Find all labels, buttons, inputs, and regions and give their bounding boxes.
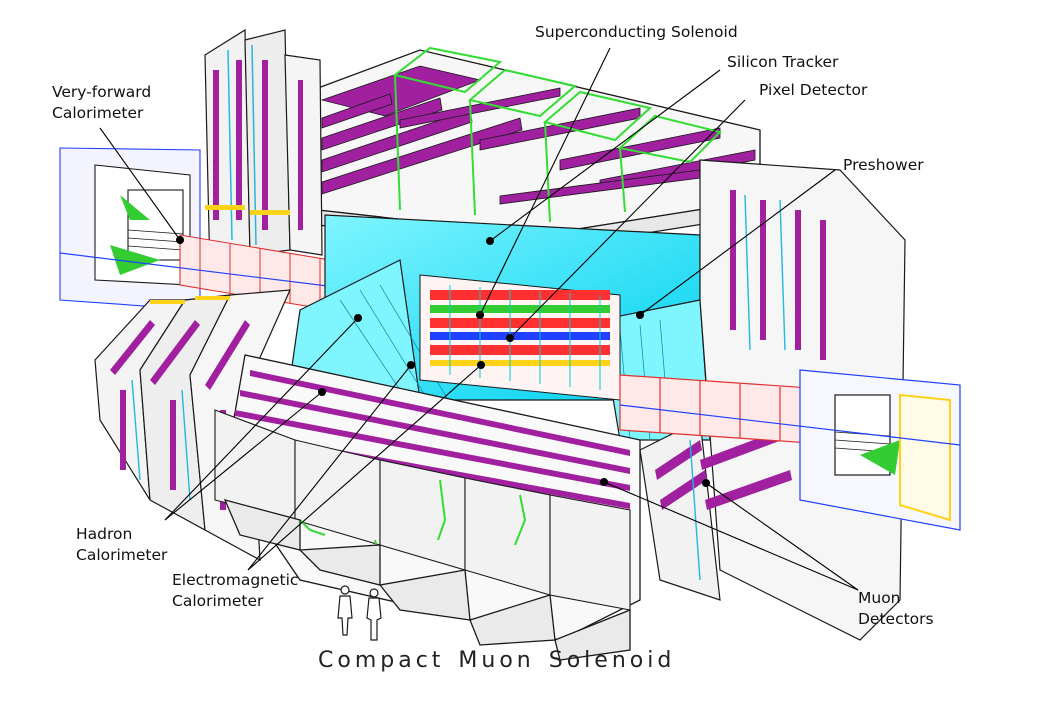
label-line: Calorimeter: [76, 546, 168, 564]
label-muon-detectors: Muon Detectors: [858, 588, 934, 630]
tracker: [419, 274, 621, 401]
diagram-title: Compact Muon Solenoid: [318, 648, 675, 673]
label-electromagnetic-calorimeter: Electromagnetic Calorimeter: [172, 570, 298, 612]
label-line: Detectors: [858, 610, 934, 628]
left-forward-calorimeter: [59, 147, 361, 316]
title-word: Compact: [318, 648, 445, 673]
label-hadron-calorimeter: Hadron Calorimeter: [76, 524, 167, 566]
label-very-forward-calorimeter: Very-forward Calorimeter: [52, 82, 151, 124]
label-line: Calorimeter: [172, 592, 264, 610]
upper-barrel-yoke: [317, 46, 761, 251]
scale-figures-icon: [337, 585, 382, 641]
left-endcap-disks: [204, 28, 323, 277]
label-line: Calorimeter: [52, 104, 144, 122]
title-word: Muon: [458, 648, 535, 673]
label-superconducting-solenoid: Superconducting Solenoid: [535, 23, 738, 41]
title-word: Solenoid: [548, 648, 676, 673]
label-line: Electromagnetic: [172, 571, 299, 589]
label-preshower: Preshower: [843, 156, 924, 174]
label-pixel-detector: Pixel Detector: [759, 81, 868, 99]
label-line: Very-forward: [52, 83, 152, 101]
label-line: Hadron: [76, 525, 133, 543]
lower-barrel-yoke: [214, 354, 641, 661]
leader-lines: [99, 47, 859, 591]
label-line: Muon: [858, 589, 901, 607]
label-silicon-tracker: Silicon Tracker: [727, 53, 839, 71]
right-endcap: [619, 159, 961, 641]
